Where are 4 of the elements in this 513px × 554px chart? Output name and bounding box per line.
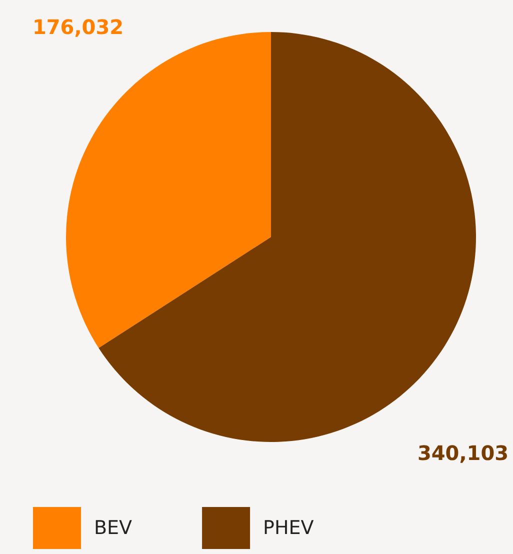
data-label: 340,103 [417,441,509,465]
legend-label: PHEV [263,517,314,539]
legend-label: BEV [94,517,132,539]
data-label: 176,032 [32,15,124,39]
